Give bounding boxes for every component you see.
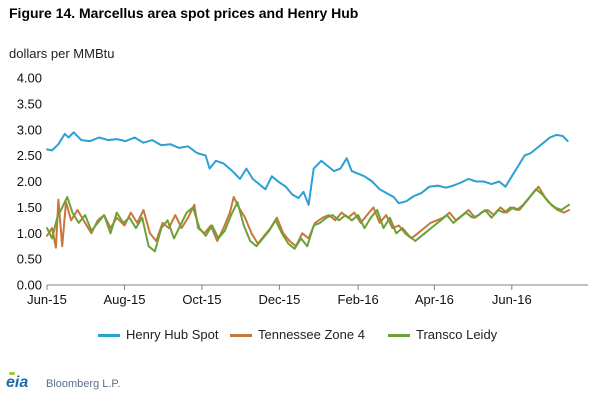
legend-item-henry-hub: Henry Hub Spot <box>98 327 219 342</box>
legend-swatch-henry-hub <box>98 334 120 338</box>
y-tick-label: 2.50 <box>17 148 42 163</box>
legend-item-tennessee-zone-4: Tennessee Zone 4 <box>230 327 365 342</box>
legend-label: Transco Leidy <box>416 327 498 342</box>
legend: Henry Hub Spot Tennessee Zone 4 Transco … <box>0 327 600 347</box>
eia-logo-accent <box>9 372 15 375</box>
source-credit: Bloomberg L.P. <box>46 378 121 390</box>
series-lines <box>46 131 570 253</box>
line-chart: 0.00 0.50 1.00 1.50 2.00 2.50 3.00 3.50 4.00 Jun… <box>17 71 588 307</box>
y-tick-label: 0.50 <box>17 252 42 267</box>
y-axis-unit-label: dollars per MMBtu <box>9 46 115 61</box>
legend-item-transco-leidy: Transco Leidy <box>388 327 497 342</box>
x-tick-label: Dec-15 <box>258 292 300 307</box>
y-tick-label: 1.50 <box>17 200 42 215</box>
x-tick-label: Oct-15 <box>182 292 221 307</box>
series-line-transco-leidy <box>46 188 570 253</box>
eia-logo: eia <box>6 374 29 391</box>
y-tick-label: 1.00 <box>17 226 42 241</box>
legend-label: Tennessee Zone 4 <box>258 327 365 342</box>
x-tick-label: Feb-16 <box>338 292 379 307</box>
y-tick-label: 2.00 <box>17 174 42 189</box>
x-tick-label: Jun-16 <box>492 292 532 307</box>
chart-title: Figure 14. Marcellus area spot prices an… <box>9 5 359 21</box>
y-tick-label: 4.00 <box>17 71 42 86</box>
x-axis: Jun-15 Aug-15 Oct-15 Dec-15 Feb-16 Apr-16 Jun-… <box>27 284 588 307</box>
x-tick-label: Jun-15 <box>27 292 67 307</box>
x-tick-label: Aug-15 <box>104 292 146 307</box>
y-tick-label: 3.50 <box>17 96 42 111</box>
y-tick-label: 3.00 <box>17 122 42 137</box>
legend-swatch-tennessee-zone-4 <box>230 334 252 338</box>
x-tick-label: Apr-16 <box>415 292 454 307</box>
y-tick-label: 0.00 <box>17 278 42 293</box>
legend-label: Henry Hub Spot <box>126 327 219 342</box>
legend-swatch-transco-leidy <box>388 334 410 338</box>
y-axis: 0.00 0.50 1.00 1.50 2.00 2.50 3.00 3.50 4.00 <box>17 71 42 293</box>
series-line-henry-hub-spot <box>46 131 569 206</box>
